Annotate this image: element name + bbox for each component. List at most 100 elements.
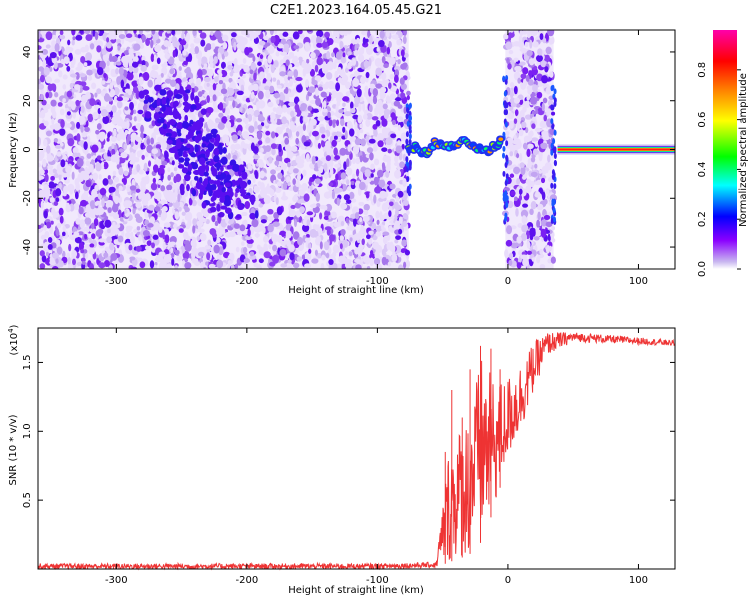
noise-cell — [124, 30, 128, 36]
noise-cell — [354, 138, 362, 146]
band-cell — [166, 97, 170, 106]
noise-cell — [231, 32, 237, 38]
noise-cell — [344, 251, 349, 256]
noise-cell — [372, 123, 378, 130]
noise-cell — [541, 75, 549, 84]
noise-cell — [182, 250, 190, 260]
noise-cell — [50, 99, 57, 107]
noise-cell — [154, 206, 161, 212]
noise-cell — [296, 256, 303, 262]
noise-cell — [391, 244, 396, 253]
noise-cell — [314, 138, 318, 148]
noise-cell — [543, 214, 551, 221]
noise-cell — [44, 192, 50, 200]
noise-cell — [54, 43, 60, 52]
noise-cell — [356, 43, 360, 49]
noise-cell — [235, 246, 240, 253]
noise-cell — [138, 169, 144, 175]
noise-cell — [178, 66, 182, 71]
band-cell — [170, 119, 177, 125]
noise-cell — [509, 82, 515, 88]
band-cell — [154, 84, 162, 92]
noise-cell — [45, 130, 53, 137]
noise-cell — [362, 255, 369, 263]
noise-cell — [519, 152, 523, 162]
noise-cell — [263, 243, 268, 249]
noise-cell — [195, 52, 201, 59]
noise-cell — [200, 100, 207, 105]
noise-cell — [192, 224, 196, 234]
noise-cell — [375, 231, 382, 237]
noise-cell — [237, 130, 242, 136]
noise-cell — [325, 203, 333, 212]
noise-cell — [59, 30, 64, 36]
noise-cell — [226, 115, 230, 120]
noise-cell — [157, 136, 163, 143]
noise-cell — [227, 64, 234, 70]
noise-cell — [144, 30, 151, 33]
noise-cell — [392, 251, 396, 256]
noise-cell — [348, 251, 353, 257]
noise-cell — [84, 233, 88, 240]
noise-cell — [85, 179, 92, 188]
noise-cell — [276, 206, 283, 216]
noise-cell — [250, 142, 255, 152]
band-cell — [216, 203, 221, 212]
noise-cell — [529, 234, 534, 241]
noise-cell — [146, 144, 153, 154]
noise-cell — [263, 251, 271, 259]
noise-cell — [388, 201, 394, 207]
noise-cell — [386, 163, 391, 172]
noise-cell — [270, 131, 276, 139]
noise-cell — [38, 59, 41, 66]
noise-cell — [190, 43, 195, 49]
band-cell — [144, 111, 152, 119]
noise-cell — [528, 180, 535, 188]
noise-cell — [318, 106, 322, 112]
noise-cell — [215, 83, 223, 91]
noise-cell — [43, 66, 50, 76]
noise-cell — [521, 121, 527, 129]
noise-cell — [123, 200, 131, 209]
noise-cell — [94, 31, 99, 41]
noise-cell — [516, 153, 520, 159]
noise-cell — [288, 129, 292, 138]
noise-cell — [378, 179, 386, 188]
noise-cell — [316, 42, 323, 48]
noise-cell — [92, 172, 99, 181]
noise-cell — [90, 222, 95, 230]
noise-cell — [47, 237, 53, 244]
noise-cell — [258, 71, 266, 80]
noise-cell — [144, 193, 151, 202]
noise-cell — [145, 34, 152, 39]
noise-cell — [547, 30, 555, 37]
band-cell — [174, 93, 183, 99]
noise-cell — [71, 250, 78, 258]
noise-cell — [79, 30, 84, 34]
noise-cell — [230, 144, 236, 151]
noise-cell — [345, 167, 353, 176]
noise-cell — [336, 31, 340, 39]
noise-cell — [354, 258, 361, 264]
noise-cell — [382, 231, 390, 236]
noise-cell — [106, 137, 110, 142]
noise-cell — [115, 30, 123, 35]
noise-cell — [393, 201, 399, 209]
noise-cell — [177, 193, 181, 203]
noise-cell — [382, 251, 387, 258]
noise-cell — [373, 194, 377, 204]
noise-cell — [84, 30, 91, 35]
noise-cell — [360, 76, 366, 85]
noise-cell — [106, 60, 110, 67]
band-cell — [175, 141, 182, 150]
noise-cell — [112, 212, 119, 220]
noise-cell — [289, 121, 295, 129]
noise-cell — [213, 107, 220, 113]
noise-cell — [296, 174, 302, 181]
noise-cell — [516, 114, 521, 124]
noise-cell — [287, 259, 292, 264]
noise-cell — [376, 133, 385, 141]
noise-cell — [381, 147, 388, 152]
